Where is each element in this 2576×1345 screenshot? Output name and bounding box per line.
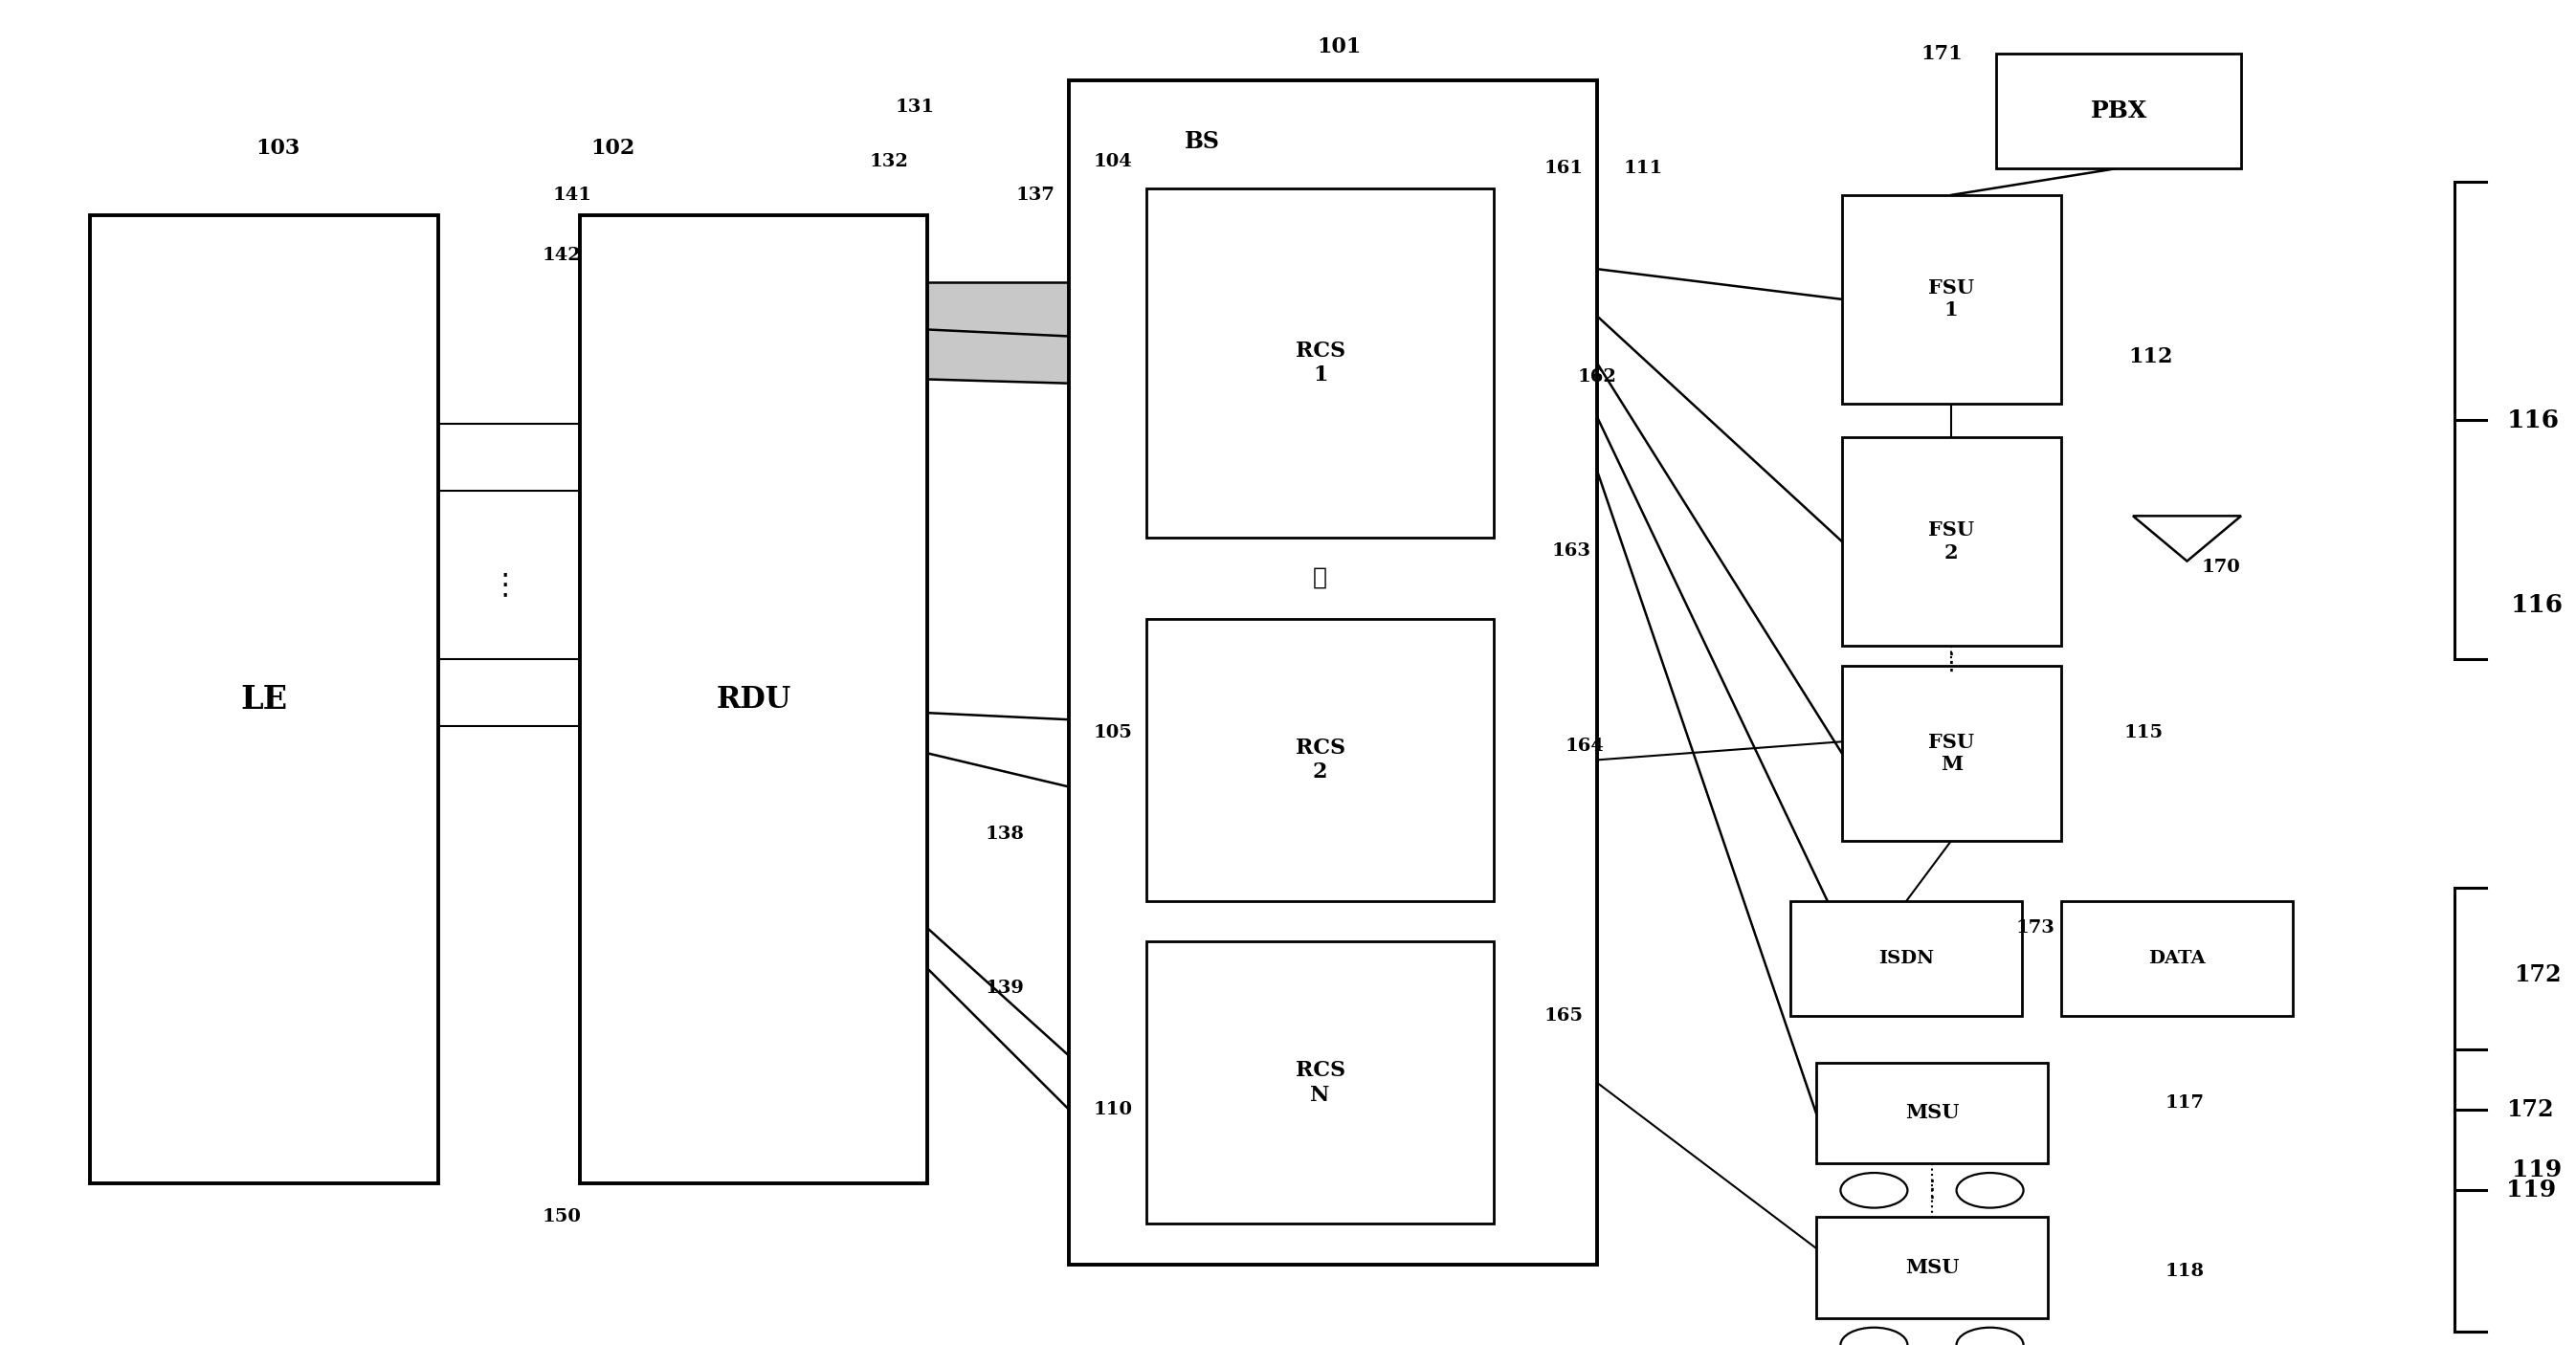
Text: 117: 117 [2164,1095,2205,1111]
Text: 103: 103 [255,137,301,159]
FancyBboxPatch shape [2061,901,2293,1015]
Text: 142: 142 [541,247,582,264]
Text: FSU
1: FSU 1 [1929,278,1973,320]
Text: 115: 115 [2123,725,2164,741]
Text: 110: 110 [1092,1102,1133,1118]
Polygon shape [927,282,1069,383]
Text: 141: 141 [551,187,592,203]
Text: 119: 119 [2506,1178,2555,1202]
Text: RCS
2: RCS 2 [1296,737,1345,783]
FancyBboxPatch shape [1842,195,2061,403]
FancyBboxPatch shape [1790,901,2022,1015]
Text: RCS
N: RCS N [1296,1060,1345,1106]
Text: 165: 165 [1543,1007,1584,1024]
Text: 170: 170 [2200,560,2241,576]
Text: 163: 163 [1551,543,1592,560]
FancyBboxPatch shape [1816,1217,2048,1318]
Text: 172: 172 [2506,1098,2553,1122]
Text: DATA: DATA [2148,950,2205,967]
FancyBboxPatch shape [1842,666,2061,841]
FancyBboxPatch shape [1842,437,2061,646]
FancyBboxPatch shape [90,215,438,1184]
Text: ⋮: ⋮ [489,572,520,599]
Text: 162: 162 [1577,369,1618,385]
Text: 119: 119 [2512,1158,2563,1182]
Text: 173: 173 [2014,920,2056,936]
Text: 131: 131 [894,100,935,116]
Text: LE: LE [240,683,289,716]
FancyBboxPatch shape [1069,81,1597,1264]
Text: FSU
M: FSU M [1929,733,1973,773]
Text: ⋮: ⋮ [1940,651,1963,674]
Text: 132: 132 [868,153,909,169]
Text: 118: 118 [2164,1263,2205,1279]
Text: 161: 161 [1543,160,1584,176]
Text: MSU: MSU [1906,1103,1958,1123]
FancyBboxPatch shape [580,215,927,1184]
Text: ISDN: ISDN [1878,950,1935,967]
Text: 105: 105 [1092,725,1133,741]
Text: 102: 102 [590,137,636,159]
Text: ⋮: ⋮ [1919,1178,1945,1202]
Text: RCS
1: RCS 1 [1296,340,1345,386]
Text: 164: 164 [1564,738,1605,755]
Text: MSU: MSU [1906,1258,1958,1278]
Text: ⋮: ⋮ [1314,568,1327,589]
Text: 171: 171 [1922,44,1963,63]
Text: 116: 116 [2506,409,2558,432]
Text: 138: 138 [984,826,1025,842]
Text: FSU
2: FSU 2 [1929,521,1973,562]
FancyBboxPatch shape [1146,619,1494,901]
FancyBboxPatch shape [1146,188,1494,538]
FancyBboxPatch shape [1816,1063,2048,1163]
Text: 104: 104 [1092,153,1133,169]
Text: 150: 150 [541,1209,582,1225]
Text: 137: 137 [1015,187,1056,203]
Text: 101: 101 [1316,36,1363,58]
Text: 112: 112 [2128,346,2174,367]
Text: RDU: RDU [716,685,791,714]
Text: 172: 172 [2514,963,2561,987]
Text: 116: 116 [2512,593,2563,617]
Text: BS: BS [1185,129,1221,153]
Text: PBX: PBX [2089,100,2148,122]
Text: 139: 139 [984,981,1025,997]
Text: 111: 111 [1623,160,1664,176]
FancyBboxPatch shape [1146,941,1494,1224]
FancyBboxPatch shape [1996,54,2241,168]
